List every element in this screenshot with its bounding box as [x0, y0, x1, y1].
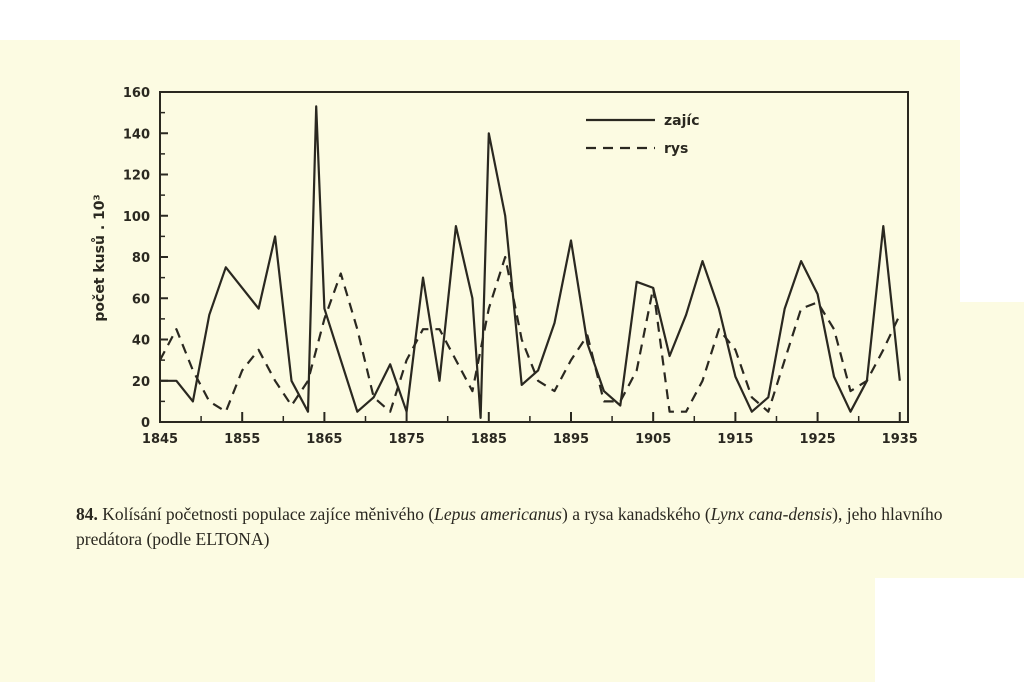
y-tick-label: 0 — [141, 416, 150, 431]
y-axis-ticks: 0 20 40 60 80 100 120 140 160 — [123, 86, 168, 431]
x-tick-label: 1905 — [635, 432, 671, 447]
y-tick-label: 60 — [132, 292, 150, 307]
x-tick-label: 1885 — [471, 432, 507, 447]
x-tick-label: 1865 — [306, 432, 342, 447]
caption-number: 84. — [76, 504, 98, 524]
x-tick-label: 1935 — [882, 432, 918, 447]
caption-latin-hare: Lepus americanus — [434, 504, 562, 524]
figure-caption: 84. Kolísání početnosti populace zajíce … — [76, 502, 966, 552]
y-tick-label: 120 — [123, 169, 150, 184]
y-tick-label: 40 — [132, 334, 150, 349]
y-tick-label: 140 — [123, 127, 150, 142]
x-tick-label: 1845 — [142, 432, 178, 447]
x-tick-label: 1895 — [553, 432, 589, 447]
caption-latin-lynx: Lynx cana-densis — [710, 504, 833, 524]
scan-margin-top — [0, 0, 1024, 40]
series-line-rys — [159, 255, 901, 413]
legend-label-zajíc: zajíc — [664, 113, 700, 129]
caption-text-2: ) a rysa kanadského ( — [562, 504, 711, 524]
x-tick-label: 1875 — [388, 432, 424, 447]
x-axis-ticks: 1845 1855 1865 1875 1885 1895 1905 1915 1925 1935 — [142, 412, 918, 447]
x-tick-label: 1915 — [717, 432, 753, 447]
caption-text-1: Kolísání početnosti populace zajíce měni… — [97, 504, 435, 524]
scan-margin-bottom-right — [875, 578, 1024, 682]
x-tick-label: 1925 — [799, 432, 835, 447]
y-tick-label: 100 — [123, 210, 150, 225]
y-tick-label: 80 — [132, 251, 150, 266]
scan-margin-right — [960, 40, 1024, 302]
caption-text-3: ), jeho hlavního predátora (podle ELTONA… — [76, 504, 943, 549]
y-axis-label: počet kusů . 10³ — [91, 194, 108, 321]
x-tick-label: 1855 — [224, 432, 260, 447]
legend-label-rys: rys — [664, 141, 688, 157]
chart-legend: zajíc rys — [586, 113, 700, 157]
y-tick-label: 20 — [132, 375, 150, 390]
y-tick-label: 160 — [123, 86, 150, 101]
chart-series — [159, 105, 901, 419]
